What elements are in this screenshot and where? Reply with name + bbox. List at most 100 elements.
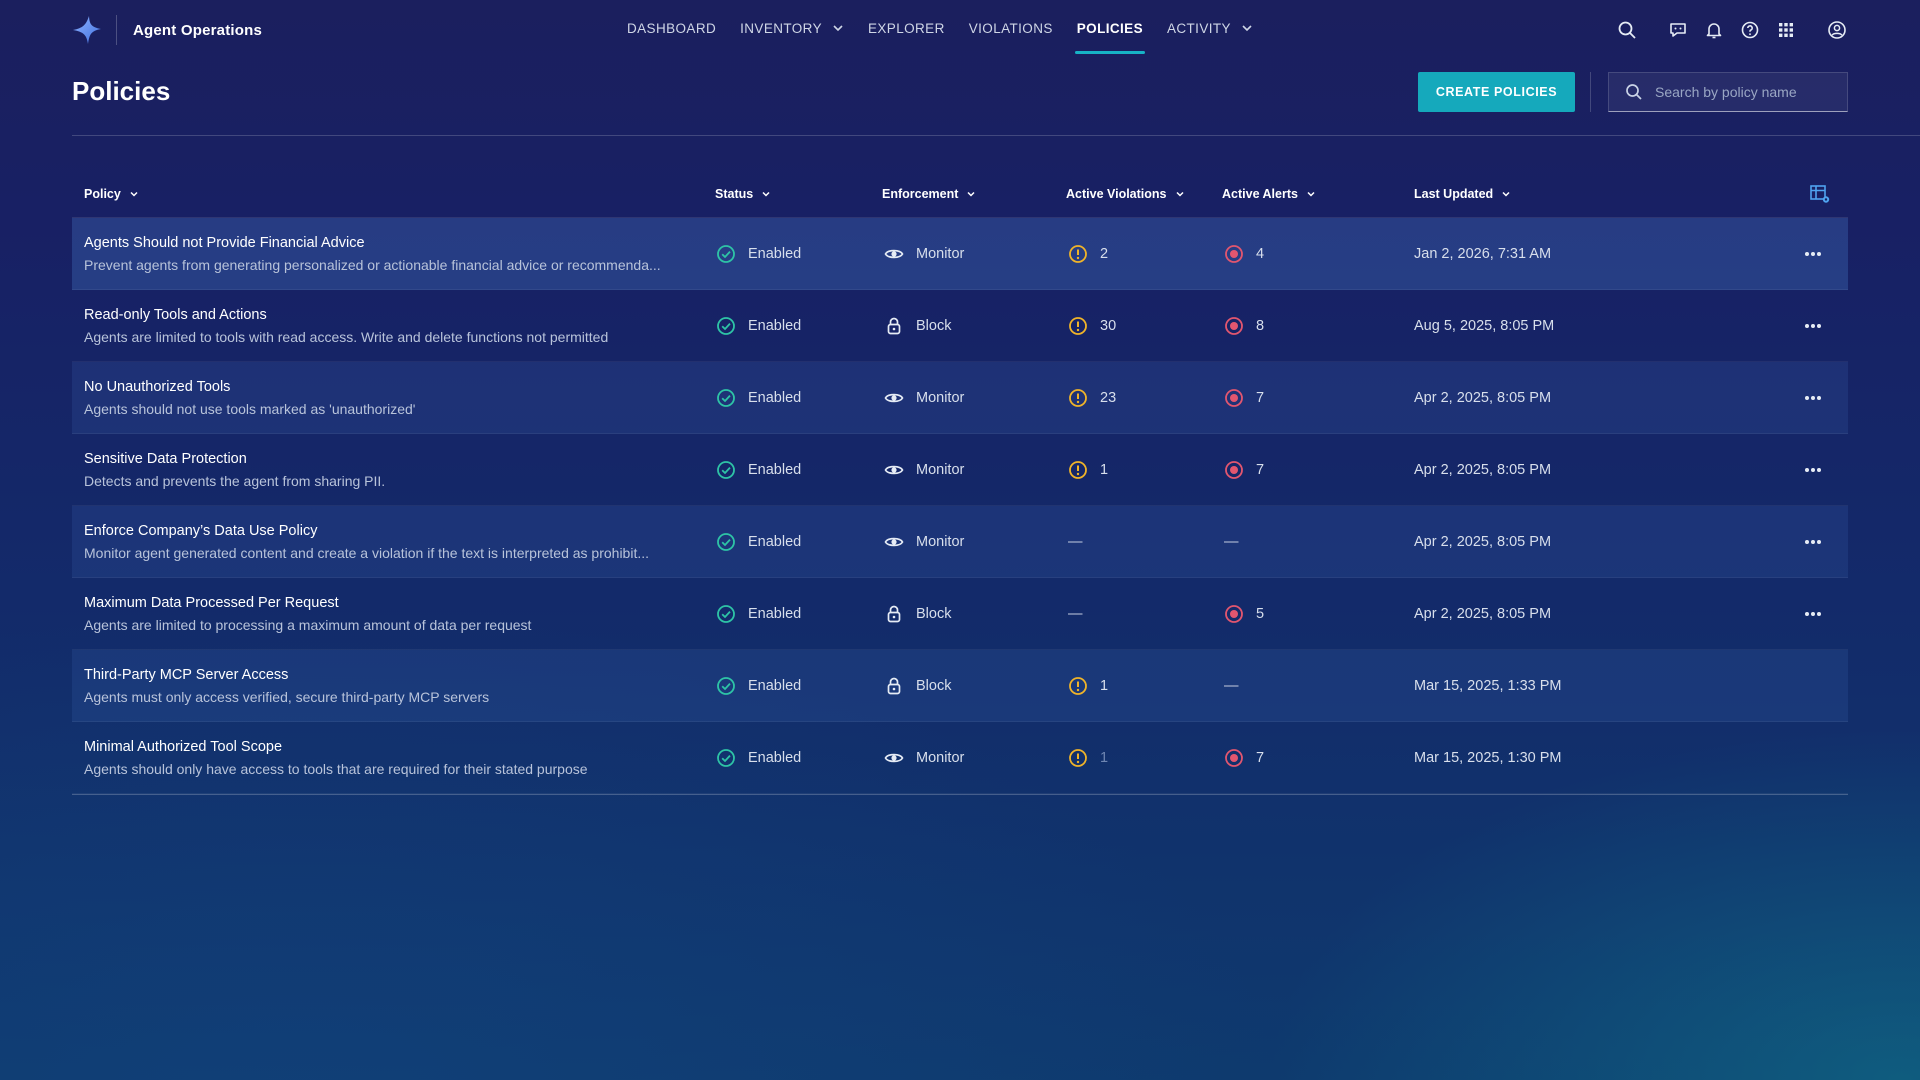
row-actions-menu[interactable]: [1798, 290, 1828, 362]
enforcement-cell: Monitor: [884, 722, 964, 794]
row-actions-menu[interactable]: [1798, 578, 1828, 650]
table-row[interactable]: Maximum Data Processed Per Request Agents…: [72, 578, 1848, 650]
policy-name[interactable]: Minimal Authorized Tool Scope: [84, 739, 283, 755]
status-label: Enabled: [748, 318, 802, 334]
search-icon[interactable]: [1616, 19, 1638, 41]
active-alerts-cell[interactable]: 8: [1224, 290, 1264, 362]
enforcement-cell: Monitor: [884, 506, 964, 578]
last-updated-date: Apr 2, 2025, 8:05 PM: [1414, 606, 1552, 622]
status-cell: Enabled: [716, 650, 801, 722]
column-settings-icon[interactable]: [1808, 182, 1832, 206]
alert-target-icon: [1224, 316, 1244, 336]
enforcement-cell: Monitor: [884, 362, 964, 434]
policy-cell: Third-Party MCP Server Access Agents must…: [84, 650, 694, 722]
policy-name[interactable]: Sensitive Data Protection: [84, 451, 247, 467]
warning-circle-icon: [1068, 244, 1088, 264]
policy-name[interactable]: No Unauthorized Tools: [84, 379, 231, 395]
eye-icon: [884, 748, 904, 768]
alerts-count: 8: [1256, 318, 1265, 334]
policy-name[interactable]: Enforce Company’s Data Use Policy: [84, 523, 318, 539]
table-row[interactable]: Sensitive Data Protection Detects and pre…: [72, 434, 1848, 506]
table-row[interactable]: No Unauthorized Tools Agents should not u…: [72, 362, 1848, 434]
policy-cell: Agents Should not Provide Financial Advi…: [84, 218, 694, 290]
status-label: Enabled: [748, 462, 802, 478]
table-bottom-divider: [72, 794, 1848, 795]
enforcement-cell: Block: [884, 650, 951, 722]
column-header-label: Status: [715, 187, 754, 201]
active-violations-cell[interactable]: 2: [1068, 218, 1108, 290]
row-actions-menu[interactable]: [1798, 434, 1828, 506]
table-row[interactable]: Enforce Company’s Data Use Policy Monitor…: [72, 506, 1848, 578]
violations-count: 1: [1100, 750, 1109, 766]
policy-name[interactable]: Maximum Data Processed Per Request: [84, 595, 339, 611]
policy-name[interactable]: Read-only Tools and Actions: [84, 307, 267, 323]
active-alerts-cell[interactable]: 5: [1224, 578, 1264, 650]
policy-search-field[interactable]: [1608, 72, 1848, 112]
column-header-enforcement[interactable]: Enforcement: [882, 170, 976, 218]
active-violations-cell[interactable]: 1: [1068, 434, 1108, 506]
user-account-icon[interactable]: [1826, 19, 1848, 41]
warning-circle-icon: [1068, 316, 1088, 336]
table-row[interactable]: Read-only Tools and Actions Agents are li…: [72, 290, 1848, 362]
active-violations-cell: —: [1068, 506, 1083, 578]
create-policies-button[interactable]: CREATE POLICIES: [1418, 72, 1575, 112]
nav-policies[interactable]: POLICIES: [1074, 0, 1146, 56]
alerts-count: 7: [1256, 462, 1265, 478]
nav-inventory[interactable]: INVENTORY: [740, 0, 844, 56]
active-alerts-cell[interactable]: 4: [1224, 218, 1264, 290]
help-icon[interactable]: [1739, 19, 1761, 41]
last-updated-cell: Jan 2, 2026, 7:31 AM: [1414, 218, 1551, 290]
row-actions-menu[interactable]: [1798, 506, 1828, 578]
lock-icon: [884, 676, 904, 696]
policy-name[interactable]: Agents Should not Provide Financial Advi…: [84, 235, 365, 251]
apps-grid-icon[interactable]: [1775, 19, 1797, 41]
more-horizontal-icon: [1805, 612, 1821, 616]
policy-description: Monitor agent generated content and crea…: [84, 545, 650, 561]
violations-count: 23: [1100, 390, 1117, 406]
nav-activity[interactable]: ACTIVITY: [1167, 0, 1253, 56]
policy-name[interactable]: Third-Party MCP Server Access: [84, 667, 289, 683]
policy-description: Agents are limited to tools with read ac…: [84, 329, 609, 345]
status-cell: Enabled: [716, 434, 801, 506]
brand[interactable]: Agent Operations: [72, 14, 262, 46]
active-alerts-cell[interactable]: 7: [1224, 362, 1264, 434]
active-alerts-cell[interactable]: 7: [1224, 434, 1264, 506]
column-header-active-alerts[interactable]: Active Alerts: [1222, 170, 1316, 218]
active-violations-cell[interactable]: 1: [1068, 650, 1108, 722]
table-row[interactable]: Minimal Authorized Tool Scope Agents shou…: [72, 722, 1848, 794]
sort-chevron-icon: [1502, 191, 1510, 197]
more-horizontal-icon: [1805, 252, 1821, 256]
row-actions-menu[interactable]: [1798, 362, 1828, 434]
last-updated-date: Apr 2, 2025, 8:05 PM: [1414, 534, 1552, 550]
column-header-policy[interactable]: Policy: [84, 170, 139, 218]
page-title: Policies: [72, 76, 171, 106]
active-violations-cell[interactable]: 30: [1068, 290, 1116, 362]
row-actions-menu[interactable]: [1798, 218, 1828, 290]
active-violations-cell[interactable]: 1: [1068, 722, 1108, 794]
column-header-status[interactable]: Status: [715, 170, 771, 218]
enforcement-label: Monitor: [916, 750, 965, 766]
table-row[interactable]: Agents Should not Provide Financial Advi…: [72, 218, 1848, 290]
nav-violations[interactable]: VIOLATIONS: [969, 0, 1053, 56]
eye-icon: [884, 388, 904, 408]
policies-table: Policy Status Enforcement Active Violati…: [72, 170, 1848, 795]
icon-divider: [1811, 18, 1812, 42]
table-row[interactable]: Third-Party MCP Server Access Agents must…: [72, 650, 1848, 722]
assistant-chat-icon[interactable]: [1667, 19, 1689, 41]
check-circle-icon: [716, 244, 736, 264]
column-header-last-updated[interactable]: Last Updated: [1414, 170, 1511, 218]
policy-description: Agents must only access verified, secure…: [84, 689, 490, 705]
bell-icon[interactable]: [1703, 19, 1725, 41]
enforcement-label: Block: [916, 318, 952, 334]
last-updated-cell: Apr 2, 2025, 8:05 PM: [1414, 362, 1551, 434]
nav-dashboard[interactable]: DASHBOARD: [627, 0, 716, 56]
header-divider-line: [72, 135, 1920, 136]
active-violations-cell[interactable]: 23: [1068, 362, 1116, 434]
column-header-active-violations[interactable]: Active Violations: [1066, 170, 1185, 218]
violations-count: —: [1068, 606, 1083, 622]
warning-circle-icon: [1068, 388, 1088, 408]
policy-search-input[interactable]: [1655, 84, 1835, 100]
nav-explorer[interactable]: EXPLORER: [868, 0, 945, 56]
active-alerts-cell[interactable]: 7: [1224, 722, 1264, 794]
enforcement-cell: Block: [884, 290, 951, 362]
